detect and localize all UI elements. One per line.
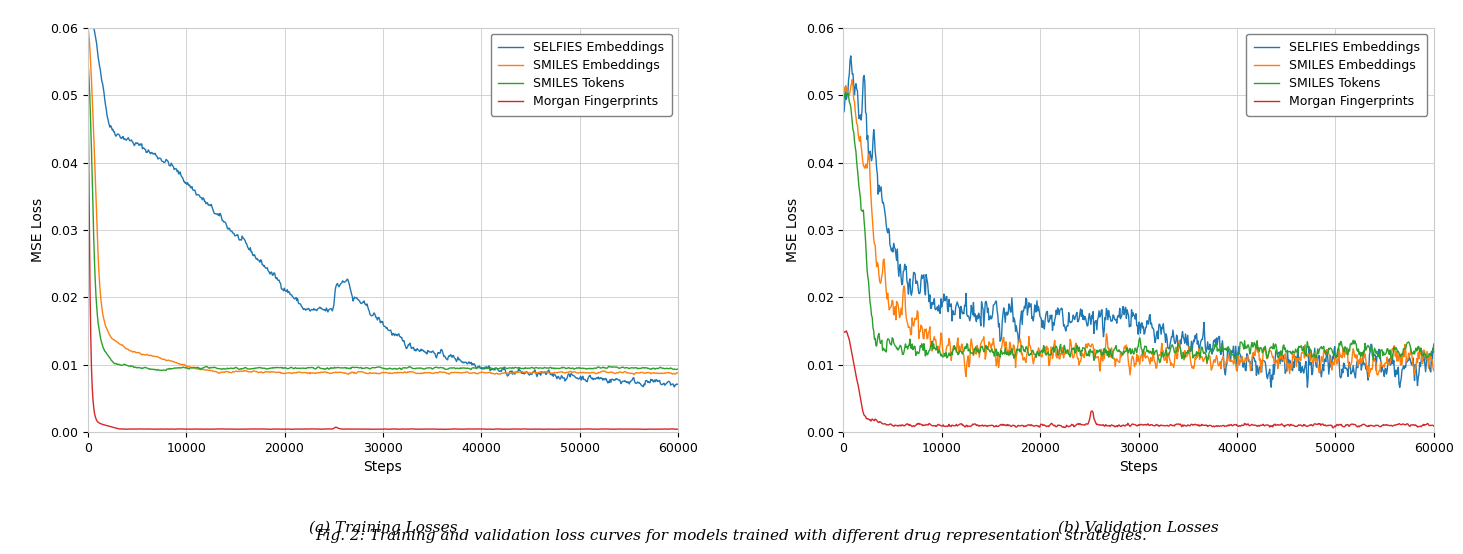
SMILES Embeddings (625, 371, 642, 378)
SMILES Embeddings (834, 86, 851, 93)
SELFIES Embeddings (843, 53, 860, 59)
SMILES Tokens (157, 367, 174, 374)
SMILES Tokens (1344, 337, 1362, 343)
Morgan Fingerprints (421, 425, 439, 432)
Line: SELFIES Embeddings: SELFIES Embeddings (843, 56, 1434, 387)
SELFIES Embeddings (1194, 336, 1211, 343)
SMILES Embeddings (79, 23, 97, 29)
SMILES Tokens (1151, 359, 1169, 366)
SMILES Tokens (79, 58, 97, 65)
Text: Fig. 2: Training and validation loss curves for models trained with different dr: Fig. 2: Training and validation loss cur… (316, 529, 1147, 543)
SMILES Embeddings (1361, 374, 1378, 381)
SMILES Embeddings (670, 370, 688, 376)
Morgan Fingerprints (528, 426, 546, 433)
SMILES Embeddings (1343, 351, 1361, 357)
Line: SMILES Embeddings: SMILES Embeddings (88, 26, 679, 375)
Morgan Fingerprints (1283, 422, 1301, 428)
SMILES Embeddings (1425, 367, 1443, 374)
Morgan Fingerprints (834, 329, 851, 336)
SMILES Tokens (1213, 346, 1230, 353)
SELFIES Embeddings (1425, 348, 1443, 355)
SMILES Tokens (1194, 349, 1211, 356)
SMILES Tokens (1179, 347, 1197, 354)
SELFIES Embeddings (79, 22, 97, 29)
X-axis label: Steps: Steps (364, 460, 402, 474)
SELFIES Embeddings (1178, 342, 1195, 348)
Morgan Fingerprints (116, 426, 133, 433)
SMILES Tokens (437, 366, 455, 373)
SMILES Tokens (837, 89, 854, 96)
Line: SMILES Embeddings: SMILES Embeddings (843, 79, 1434, 377)
SMILES Embeddings (455, 369, 473, 376)
SMILES Tokens (423, 365, 440, 371)
Morgan Fingerprints (435, 426, 452, 433)
X-axis label: Steps: Steps (1119, 460, 1157, 474)
SELFIES Embeddings (1283, 366, 1301, 372)
SMILES Tokens (588, 365, 606, 371)
SMILES Embeddings (421, 370, 439, 376)
Morgan Fingerprints (456, 426, 474, 433)
SELFIES Embeddings (1391, 384, 1409, 391)
SMILES Embeddings (1194, 355, 1211, 362)
Morgan Fingerprints (872, 419, 890, 425)
SMILES Embeddings (1178, 353, 1195, 360)
Morgan Fingerprints (1425, 423, 1443, 429)
SMILES Embeddings (872, 280, 890, 286)
SELFIES Embeddings (437, 356, 455, 362)
Text: (b) Validation Losses: (b) Validation Losses (1058, 521, 1219, 535)
SMILES Tokens (1425, 341, 1443, 347)
Morgan Fingerprints (79, 58, 97, 65)
Line: Morgan Fingerprints: Morgan Fingerprints (843, 331, 1434, 428)
Line: Morgan Fingerprints: Morgan Fingerprints (88, 61, 679, 429)
SELFIES Embeddings (528, 371, 546, 378)
Morgan Fingerprints (838, 327, 856, 334)
SMILES Embeddings (587, 371, 604, 377)
Morgan Fingerprints (1178, 423, 1195, 429)
SMILES Embeddings (527, 370, 544, 376)
SELFIES Embeddings (588, 375, 606, 381)
Text: (a) Training Losses: (a) Training Losses (309, 521, 458, 536)
Morgan Fingerprints (437, 426, 455, 433)
SMILES Embeddings (844, 76, 862, 83)
SELFIES Embeddings (670, 381, 688, 388)
Line: SMILES Tokens: SMILES Tokens (843, 93, 1434, 362)
Morgan Fingerprints (1324, 424, 1342, 431)
SMILES Tokens (456, 365, 474, 371)
SELFIES Embeddings (834, 109, 851, 116)
Y-axis label: MSE Loss: MSE Loss (786, 198, 800, 262)
SMILES Tokens (1285, 348, 1302, 355)
SMILES Tokens (834, 93, 851, 100)
SMILES Embeddings (437, 370, 455, 376)
Legend: SELFIES Embeddings, SMILES Embeddings, SMILES Tokens, Morgan Fingerprints: SELFIES Embeddings, SMILES Embeddings, S… (1246, 34, 1428, 116)
Morgan Fingerprints (1194, 422, 1211, 428)
SMILES Embeddings (1283, 363, 1301, 370)
Legend: SELFIES Embeddings, SMILES Embeddings, SMILES Tokens, Morgan Fingerprints: SELFIES Embeddings, SMILES Embeddings, S… (492, 34, 672, 116)
SELFIES Embeddings (116, 135, 133, 142)
SELFIES Embeddings (82, 21, 99, 28)
SMILES Tokens (872, 340, 890, 347)
Morgan Fingerprints (588, 426, 606, 433)
Line: SMILES Tokens: SMILES Tokens (88, 61, 679, 371)
Morgan Fingerprints (1211, 423, 1229, 429)
SELFIES Embeddings (666, 383, 683, 390)
Morgan Fingerprints (670, 426, 688, 433)
SELFIES Embeddings (423, 349, 440, 356)
Line: SELFIES Embeddings: SELFIES Embeddings (88, 24, 679, 387)
SMILES Tokens (670, 366, 688, 372)
SELFIES Embeddings (1343, 368, 1361, 375)
SMILES Embeddings (1211, 358, 1229, 365)
SMILES Embeddings (116, 343, 133, 350)
Y-axis label: MSE Loss: MSE Loss (31, 198, 44, 262)
SELFIES Embeddings (1211, 349, 1229, 356)
SELFIES Embeddings (872, 186, 890, 193)
Morgan Fingerprints (1344, 421, 1362, 428)
SMILES Tokens (528, 365, 546, 371)
SELFIES Embeddings (456, 359, 474, 366)
SMILES Tokens (116, 361, 133, 367)
